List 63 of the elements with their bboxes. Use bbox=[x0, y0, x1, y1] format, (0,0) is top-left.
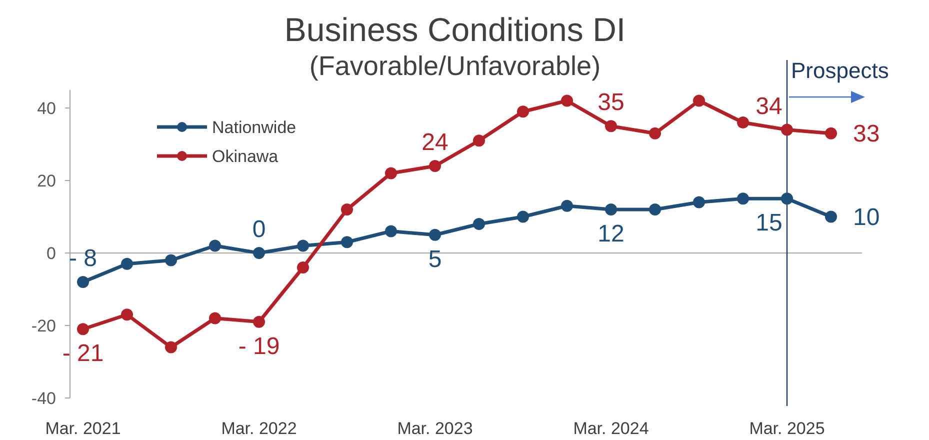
legend-label: Nationwide bbox=[212, 118, 296, 137]
point bbox=[517, 210, 529, 223]
data-label: 12 bbox=[598, 220, 624, 248]
x-tick-label: Mar. 2023 bbox=[397, 419, 473, 438]
point bbox=[737, 192, 749, 205]
point bbox=[297, 240, 309, 252]
point bbox=[121, 258, 133, 270]
point bbox=[693, 94, 705, 107]
point bbox=[341, 204, 353, 216]
data-label: 15 bbox=[756, 210, 782, 237]
point bbox=[385, 225, 397, 238]
point bbox=[561, 94, 573, 107]
x-tick-label: Mar. 2024 bbox=[573, 419, 649, 438]
data-label: 33 bbox=[853, 120, 880, 148]
point bbox=[517, 106, 529, 118]
point bbox=[473, 218, 485, 230]
point bbox=[209, 312, 221, 324]
legend-label: Okinawa bbox=[212, 147, 279, 166]
point bbox=[737, 116, 749, 128]
x-tick-label: Mar. 2021 bbox=[45, 419, 121, 438]
y-tick-label: -40 bbox=[31, 389, 56, 408]
point bbox=[165, 254, 177, 266]
y-tick-label: 40 bbox=[37, 99, 56, 118]
x-tick-label: Mar. 2022 bbox=[221, 419, 297, 438]
data-label: - 19 bbox=[238, 332, 280, 360]
point bbox=[825, 210, 837, 223]
point bbox=[781, 192, 793, 205]
point bbox=[385, 167, 397, 180]
point bbox=[253, 247, 265, 259]
point bbox=[297, 262, 309, 274]
point bbox=[121, 308, 133, 321]
point bbox=[429, 160, 441, 172]
point bbox=[649, 127, 661, 140]
point bbox=[605, 204, 617, 216]
data-label: - 8 bbox=[68, 245, 98, 272]
point bbox=[165, 341, 177, 354]
data-label: 0 bbox=[252, 216, 266, 243]
point bbox=[825, 127, 837, 140]
data-label: 5 bbox=[428, 246, 442, 273]
data-label: 24 bbox=[422, 129, 448, 156]
data-label: - 21 bbox=[62, 340, 104, 368]
point bbox=[341, 236, 353, 248]
chart-title: Business Conditions DI bbox=[284, 11, 626, 48]
point bbox=[781, 124, 793, 136]
point bbox=[693, 196, 705, 208]
point bbox=[77, 323, 89, 336]
x-tick-label: Mar. 2025 bbox=[749, 419, 825, 438]
point bbox=[473, 134, 485, 147]
data-label: 10 bbox=[853, 204, 880, 231]
point bbox=[605, 120, 617, 132]
point bbox=[253, 316, 265, 328]
y-tick-label: 20 bbox=[37, 172, 56, 190]
ref-line-label: Prospects bbox=[791, 58, 889, 83]
y-tick-label: 0 bbox=[46, 244, 56, 263]
point bbox=[77, 276, 89, 288]
data-label: 35 bbox=[598, 89, 624, 116]
data-label: 34 bbox=[756, 92, 782, 120]
point bbox=[649, 204, 661, 216]
point bbox=[561, 200, 573, 212]
chart-subtitle: (Favorable/Unfavorable) bbox=[309, 51, 601, 81]
point bbox=[209, 240, 221, 252]
point bbox=[429, 228, 441, 241]
y-tick-label: -20 bbox=[31, 316, 56, 336]
